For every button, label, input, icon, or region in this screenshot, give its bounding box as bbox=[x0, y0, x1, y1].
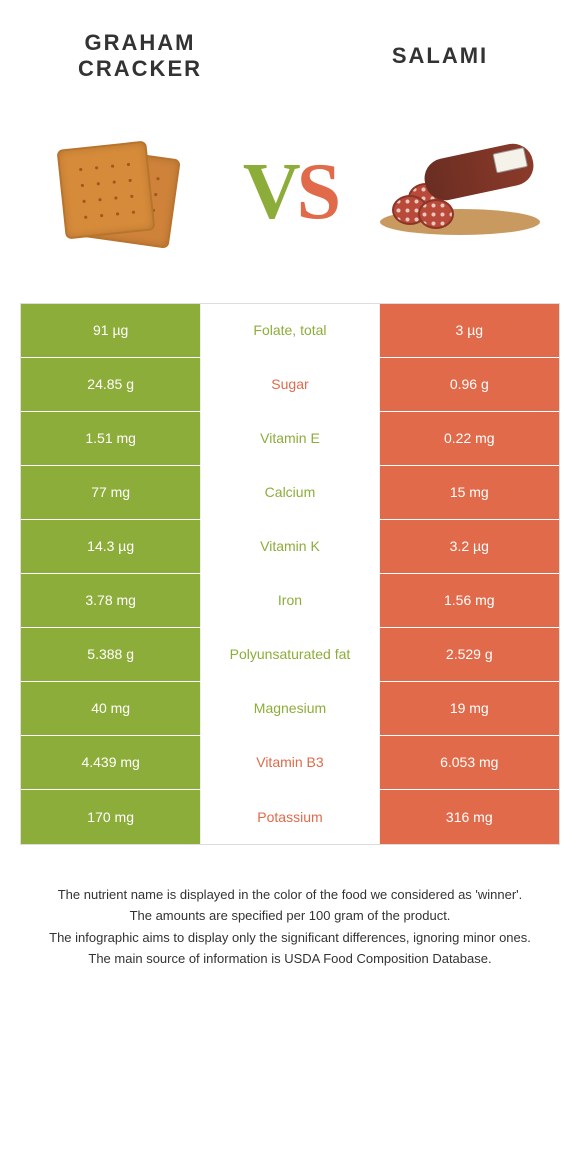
right-value-cell: 2.529 g bbox=[380, 628, 559, 681]
vs-row: VS bbox=[20, 123, 560, 263]
left-food-title: Graham cracker bbox=[50, 30, 230, 83]
table-row: 5.388 gPolyunsaturated fat2.529 g bbox=[21, 628, 559, 682]
right-food-image bbox=[380, 133, 540, 253]
graham-cracker-icon bbox=[55, 143, 185, 243]
right-value-cell: 1.56 mg bbox=[380, 574, 559, 627]
nutrient-label-cell: Sugar bbox=[200, 358, 379, 411]
footnote-line: The main source of information is USDA F… bbox=[30, 949, 550, 969]
right-value-cell: 3.2 µg bbox=[380, 520, 559, 573]
left-food-image bbox=[40, 133, 200, 253]
footnote-line: The infographic aims to display only the… bbox=[30, 928, 550, 948]
right-value-cell: 15 mg bbox=[380, 466, 559, 519]
right-value-cell: 3 µg bbox=[380, 304, 559, 357]
nutrient-label-cell: Vitamin B3 bbox=[200, 736, 379, 789]
left-value-cell: 5.388 g bbox=[21, 628, 200, 681]
table-row: 170 mgPotassium316 mg bbox=[21, 790, 559, 844]
vs-label: VS bbox=[243, 147, 337, 238]
table-row: 14.3 µgVitamin K3.2 µg bbox=[21, 520, 559, 574]
nutrient-label-cell: Calcium bbox=[200, 466, 379, 519]
nutrient-label-cell: Potassium bbox=[200, 790, 379, 844]
vs-s-letter: S bbox=[297, 148, 338, 236]
footnote-line: The amounts are specified per 100 gram o… bbox=[30, 906, 550, 926]
left-value-cell: 14.3 µg bbox=[21, 520, 200, 573]
nutrient-label-cell: Folate, total bbox=[200, 304, 379, 357]
table-row: 91 µgFolate, total3 µg bbox=[21, 304, 559, 358]
footnotes: The nutrient name is displayed in the co… bbox=[20, 885, 560, 969]
header: Graham cracker Salami bbox=[20, 30, 560, 83]
vs-v-letter: V bbox=[243, 148, 297, 236]
nutrient-label-cell: Magnesium bbox=[200, 682, 379, 735]
left-value-cell: 91 µg bbox=[21, 304, 200, 357]
left-value-cell: 24.85 g bbox=[21, 358, 200, 411]
nutrient-label-cell: Polyunsaturated fat bbox=[200, 628, 379, 681]
nutrient-table: 91 µgFolate, total3 µg24.85 gSugar0.96 g… bbox=[20, 303, 560, 845]
left-value-cell: 1.51 mg bbox=[21, 412, 200, 465]
left-value-cell: 4.439 mg bbox=[21, 736, 200, 789]
table-row: 40 mgMagnesium19 mg bbox=[21, 682, 559, 736]
right-value-cell: 0.22 mg bbox=[380, 412, 559, 465]
left-value-cell: 170 mg bbox=[21, 790, 200, 844]
right-value-cell: 6.053 mg bbox=[380, 736, 559, 789]
right-value-cell: 316 mg bbox=[380, 790, 559, 844]
table-row: 1.51 mgVitamin E0.22 mg bbox=[21, 412, 559, 466]
table-row: 3.78 mgIron1.56 mg bbox=[21, 574, 559, 628]
left-value-cell: 77 mg bbox=[21, 466, 200, 519]
footnote-line: The nutrient name is displayed in the co… bbox=[30, 885, 550, 905]
salami-icon bbox=[380, 143, 540, 243]
right-value-cell: 0.96 g bbox=[380, 358, 559, 411]
left-value-cell: 3.78 mg bbox=[21, 574, 200, 627]
nutrient-label-cell: Vitamin E bbox=[200, 412, 379, 465]
left-value-cell: 40 mg bbox=[21, 682, 200, 735]
nutrient-label-cell: Iron bbox=[200, 574, 379, 627]
table-row: 24.85 gSugar0.96 g bbox=[21, 358, 559, 412]
table-row: 4.439 mgVitamin B36.053 mg bbox=[21, 736, 559, 790]
right-value-cell: 19 mg bbox=[380, 682, 559, 735]
right-food-title: Salami bbox=[350, 43, 530, 69]
nutrient-label-cell: Vitamin K bbox=[200, 520, 379, 573]
table-row: 77 mgCalcium15 mg bbox=[21, 466, 559, 520]
